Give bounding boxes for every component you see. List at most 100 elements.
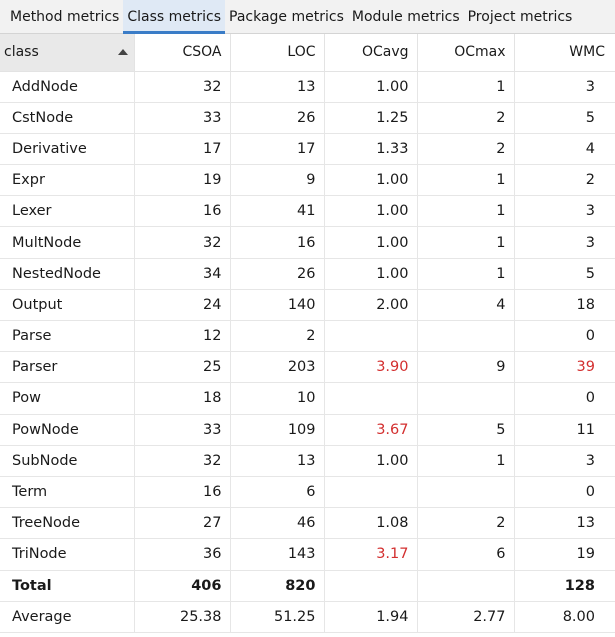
cell-loc: 41 [230, 195, 325, 228]
column-header-class[interactable]: class [0, 34, 135, 72]
table-row[interactable]: Parser 25 203 3.90 9 39 [0, 351, 615, 384]
cell-name: Total [0, 570, 135, 602]
cell-name: Derivative [0, 133, 135, 166]
cell-ocmax: 1 [417, 226, 515, 259]
cell-name: PowNode [0, 414, 135, 446]
table-row[interactable]: TreeNode 27 46 1.08 2 13 [0, 507, 615, 540]
class-metrics-table: class CSOA LOC OCavg OCmax WMC AddNode 32… [0, 34, 615, 633]
cell-ocmax [417, 320, 515, 353]
total-row[interactable]: Total 406 820 128 [0, 570, 615, 602]
table-body: AddNode 32 13 1.00 1 3 CstNode 33 26 1.25 2 5 Deriva… [0, 71, 615, 633]
cell-name: Pow [0, 382, 135, 415]
cell-ocavg: 3.67 [324, 414, 418, 446]
tab-class-metrics[interactable]: Class metrics [123, 0, 226, 34]
cell-ocmax: 1 [417, 258, 515, 290]
table-row[interactable]: SubNode 32 13 1.00 1 3 [0, 445, 615, 477]
cell-ocmax: 4 [417, 289, 515, 322]
tab-module-metrics[interactable]: Module metrics [351, 8, 460, 25]
cell-wmc: 11 [514, 414, 615, 446]
cell-ocavg [324, 570, 418, 602]
cell-loc: 13 [230, 445, 325, 477]
table-row[interactable]: Parse 12 2 0 [0, 320, 615, 353]
cell-ocavg: 2.00 [324, 289, 418, 322]
cell-ocmax: 2 [417, 507, 515, 540]
sort-ascending-icon [117, 49, 128, 56]
cell-ocmax: 2 [417, 133, 515, 166]
cell-wmc: 128 [514, 570, 615, 602]
cell-csoa: 32 [134, 226, 231, 259]
cell-csoa: 25 [134, 351, 231, 384]
cell-ocavg: 1.94 [324, 601, 418, 633]
cell-loc: 46 [230, 507, 325, 540]
cell-ocmax: 1 [417, 71, 515, 103]
cell-csoa: 34 [134, 258, 231, 290]
tab-method-metrics[interactable]: Method metrics [10, 8, 120, 25]
cell-csoa: 27 [134, 507, 231, 540]
table-row[interactable]: Output 24 140 2.00 4 18 [0, 289, 615, 322]
cell-loc: 10 [230, 382, 325, 415]
cell-loc: 26 [230, 258, 325, 290]
table-row[interactable]: Derivative 17 17 1.33 2 4 [0, 133, 615, 166]
table-row[interactable]: NestedNode 34 26 1.00 1 5 [0, 258, 615, 290]
cell-name: AddNode [0, 71, 135, 103]
cell-name: Average [0, 601, 135, 633]
cell-ocmax: 5 [417, 414, 515, 446]
table-row[interactable]: Pow 18 10 0 [0, 382, 615, 415]
column-header-loc[interactable]: LOC [230, 34, 325, 72]
cell-name: Parser [0, 351, 135, 384]
cell-loc: 9 [230, 164, 325, 197]
cell-csoa: 17 [134, 133, 231, 166]
cell-ocavg: 1.25 [324, 102, 418, 134]
cell-loc: 140 [230, 289, 325, 322]
table-row[interactable]: CstNode 33 26 1.25 2 5 [0, 102, 615, 134]
table-row[interactable]: AddNode 32 13 1.00 1 3 [0, 71, 615, 103]
cell-csoa: 36 [134, 538, 231, 571]
cell-loc: 2 [230, 320, 325, 353]
cell-wmc: 3 [514, 195, 615, 228]
cell-ocavg: 3.17 [324, 538, 418, 571]
table-row[interactable]: TriNode 36 143 3.17 6 19 [0, 538, 615, 571]
cell-csoa: 16 [134, 195, 231, 228]
cell-ocmax [417, 570, 515, 602]
cell-loc: 13 [230, 71, 325, 103]
cell-name: SubNode [0, 445, 135, 477]
cell-wmc: 5 [514, 258, 615, 290]
cell-csoa: 12 [134, 320, 231, 353]
cell-name: CstNode [0, 102, 135, 134]
cell-wmc: 8.00 [514, 601, 615, 633]
table-row[interactable]: Lexer 16 41 1.00 1 3 [0, 195, 615, 228]
cell-wmc: 0 [514, 476, 615, 509]
cell-loc: 16 [230, 226, 325, 259]
cell-csoa: 32 [134, 445, 231, 477]
table-row[interactable]: Expr 19 9 1.00 1 2 [0, 164, 615, 197]
cell-csoa: 19 [134, 164, 231, 197]
column-header-wmc[interactable]: WMC [514, 34, 615, 72]
cell-ocavg: 1.08 [324, 507, 418, 540]
column-header-ocavg[interactable]: OCavg [324, 34, 418, 72]
cell-wmc: 18 [514, 289, 615, 322]
cell-name: Expr [0, 164, 135, 197]
cell-wmc: 3 [514, 71, 615, 103]
cell-ocavg: 1.00 [324, 226, 418, 259]
cell-ocavg: 1.00 [324, 71, 418, 103]
cell-wmc: 5 [514, 102, 615, 134]
cell-loc: 820 [230, 570, 325, 602]
column-header-csoa[interactable]: CSOA [134, 34, 231, 72]
tab-package-metrics[interactable]: Package metrics [229, 8, 344, 25]
tab-project-metrics[interactable]: Project metrics [467, 8, 573, 25]
cell-ocmax [417, 476, 515, 509]
table-row[interactable]: PowNode 33 109 3.67 5 11 [0, 414, 615, 446]
cell-wmc: 3 [514, 445, 615, 477]
cell-ocavg: 1.00 [324, 258, 418, 290]
cell-ocmax: 1 [417, 195, 515, 228]
cell-ocavg: 1.00 [324, 195, 418, 228]
average-row[interactable]: Average 25.38 51.25 1.94 2.77 8.00 [0, 601, 615, 633]
cell-csoa: 406 [134, 570, 231, 602]
table-row[interactable]: MultNode 32 16 1.00 1 3 [0, 226, 615, 259]
cell-loc: 26 [230, 102, 325, 134]
cell-wmc: 39 [514, 351, 615, 384]
cell-name: MultNode [0, 226, 135, 259]
table-row[interactable]: Term 16 6 0 [0, 476, 615, 509]
column-header-ocmax[interactable]: OCmax [417, 34, 515, 72]
cell-name: NestedNode [0, 258, 135, 290]
